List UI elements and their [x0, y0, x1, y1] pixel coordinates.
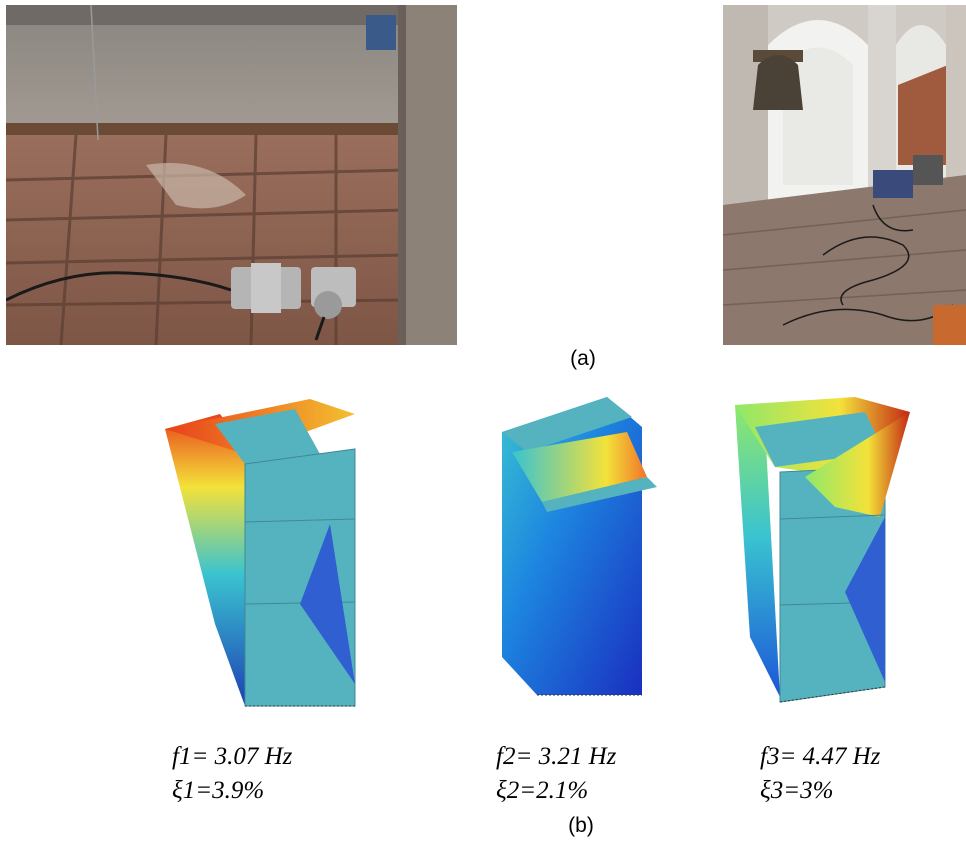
- mode-2-label: f2= 3.21 Hz ξ2=2.1%: [496, 740, 616, 808]
- mode-shape-2: [502, 397, 657, 696]
- mode-2-damping: ξ2=2.1%: [496, 777, 589, 804]
- caption-a: (a): [570, 347, 596, 370]
- mode-2-frequency: f2= 3.21 Hz: [496, 743, 617, 770]
- mode-3-frequency: f3= 4.47 Hz: [760, 743, 881, 770]
- mode-shape-1: [165, 399, 356, 707]
- mode-shape-3: [735, 397, 910, 703]
- mode-1-frequency: f1= 3.07 Hz: [172, 743, 293, 770]
- sensor-photo: [6, 5, 457, 345]
- mode-1-label: f1= 3.07 Hz ξ1=3.9%: [172, 740, 292, 808]
- mode-1-damping: ξ1=3.9%: [172, 777, 265, 804]
- mode-3-damping: ξ3=3%: [760, 777, 834, 804]
- caption-b: (b): [568, 814, 594, 837]
- bell-tower-photo: [723, 5, 966, 345]
- mode-3-label: f3= 4.47 Hz ξ3=3%: [760, 740, 880, 808]
